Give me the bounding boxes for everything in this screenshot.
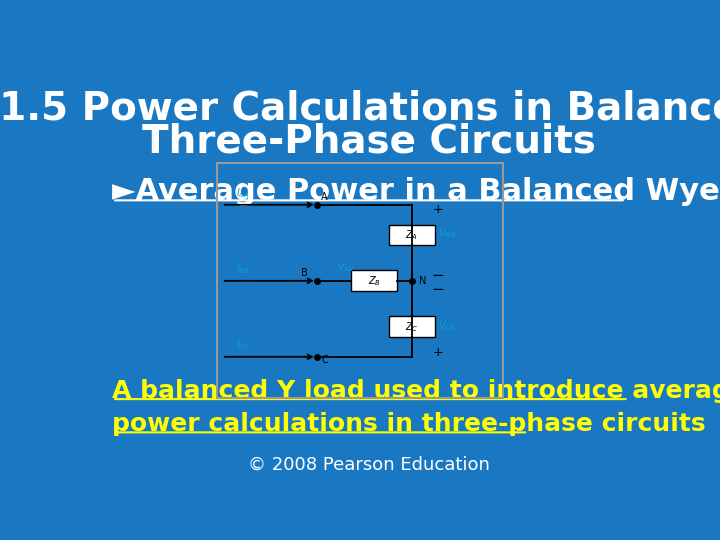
Bar bbox=[389, 316, 435, 336]
Text: $V_{CN}$: $V_{CN}$ bbox=[438, 319, 456, 333]
Text: $Z_B$: $Z_B$ bbox=[368, 274, 381, 288]
Text: A: A bbox=[321, 192, 328, 202]
Text: $I_{cC}$: $I_{cC}$ bbox=[236, 339, 249, 352]
Bar bbox=[351, 270, 397, 292]
Text: A balanced Y load used to introduce average: A balanced Y load used to introduce aver… bbox=[112, 379, 720, 403]
Text: $V_{3N}$: $V_{3N}$ bbox=[337, 261, 354, 274]
Text: Three-Phase Circuits: Three-Phase Circuits bbox=[142, 123, 596, 161]
Text: B: B bbox=[301, 268, 307, 278]
Text: power calculations in three-phase circuits: power calculations in three-phase circui… bbox=[112, 413, 706, 436]
Text: 11.5 Power Calculations in Balanced: 11.5 Power Calculations in Balanced bbox=[0, 90, 720, 127]
Text: $V_{AN}$: $V_{AN}$ bbox=[438, 226, 456, 240]
Text: +: + bbox=[433, 203, 443, 216]
Text: $-$: $-$ bbox=[431, 280, 444, 295]
Text: $Z_A$: $Z_A$ bbox=[405, 228, 418, 242]
Text: $I_{bB}$: $I_{bB}$ bbox=[236, 262, 250, 276]
Bar bbox=[389, 225, 435, 245]
Text: ►Average Power in a Balanced Wye Load: ►Average Power in a Balanced Wye Load bbox=[112, 177, 720, 206]
Text: N: N bbox=[419, 276, 426, 286]
Text: $I_{aA}$: $I_{aA}$ bbox=[236, 186, 249, 200]
Text: © 2008 Pearson Education: © 2008 Pearson Education bbox=[248, 456, 490, 474]
Text: +: + bbox=[433, 346, 443, 359]
Text: $-$: $-$ bbox=[431, 266, 444, 281]
Text: C: C bbox=[321, 355, 328, 365]
Text: $Z_C$: $Z_C$ bbox=[405, 320, 418, 334]
